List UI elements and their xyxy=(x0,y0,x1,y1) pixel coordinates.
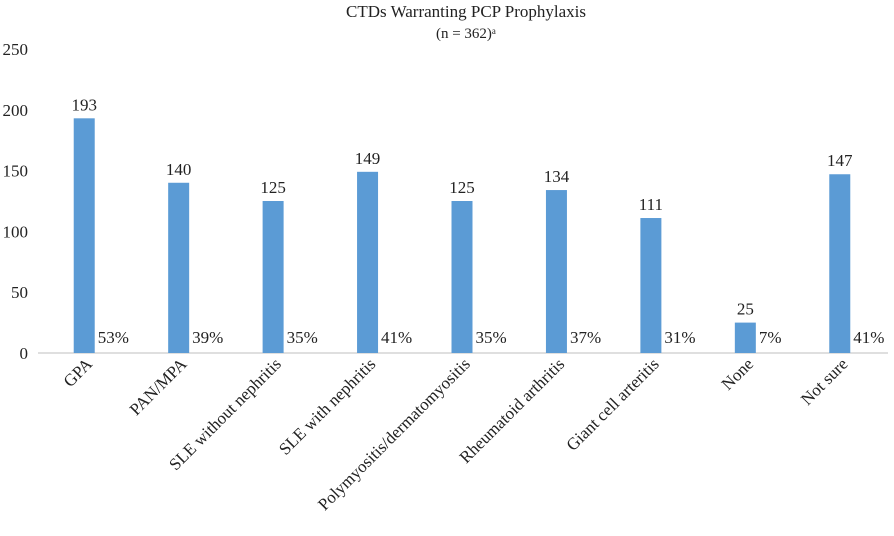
category-label: None xyxy=(718,354,757,393)
bars xyxy=(73,118,851,353)
bar xyxy=(545,190,567,353)
category-label: Not sure xyxy=(797,354,852,409)
category-label: PAN/MPA xyxy=(126,354,191,419)
percent-label: 31% xyxy=(664,328,695,347)
data-label: 125 xyxy=(449,178,475,197)
bar xyxy=(357,171,379,353)
bar xyxy=(451,201,473,353)
bar xyxy=(734,322,756,353)
data-label: 125 xyxy=(260,178,286,197)
category-label: Giant cell arteritis xyxy=(562,354,662,454)
category-label: SLE with nephritis xyxy=(275,354,379,458)
y-tick-label: 250 xyxy=(3,40,29,59)
percent-label: 41% xyxy=(853,328,884,347)
percent-label: 53% xyxy=(98,328,129,347)
bar xyxy=(168,182,190,353)
data-label: 134 xyxy=(544,167,570,186)
bar xyxy=(829,174,851,353)
y-tick-label: 150 xyxy=(3,162,29,181)
bar xyxy=(640,218,662,353)
chart-title: CTDs Warranting PCP Prophylaxis xyxy=(346,2,586,21)
data-label: 25 xyxy=(737,300,754,319)
y-tick-label: 50 xyxy=(11,283,28,302)
y-tick-label: 0 xyxy=(20,344,29,363)
category-label: GPA xyxy=(60,354,97,391)
bar xyxy=(262,201,284,353)
category-label: Rheumatoid arthritis xyxy=(456,354,569,467)
percent-label: 35% xyxy=(476,328,507,347)
value-labels: 193 140 125 149 125 134 111 25 147 xyxy=(71,95,853,318)
chart-subtitle: (n = 362)ᵃ xyxy=(436,26,496,42)
percent-label: 37% xyxy=(570,328,601,347)
data-label: 147 xyxy=(827,151,853,170)
y-tick-label: 100 xyxy=(3,222,29,241)
percent-label: 39% xyxy=(192,328,223,347)
data-label: 149 xyxy=(355,149,381,168)
percent-labels: 53% 39% 35% 41% 35% 37% 31% 7% 41% xyxy=(98,328,885,347)
data-label: 193 xyxy=(71,95,97,114)
data-label: 111 xyxy=(639,195,663,214)
y-tick-label: 200 xyxy=(3,101,29,120)
data-label: 140 xyxy=(166,160,192,179)
percent-label: 7% xyxy=(759,328,782,347)
y-axis: 0 50 100 150 200 250 xyxy=(3,40,29,363)
bar xyxy=(73,118,95,353)
percent-label: 35% xyxy=(287,328,318,347)
category-label: Polymyositis/dermatomyositis xyxy=(314,354,474,514)
percent-label: 41% xyxy=(381,328,412,347)
